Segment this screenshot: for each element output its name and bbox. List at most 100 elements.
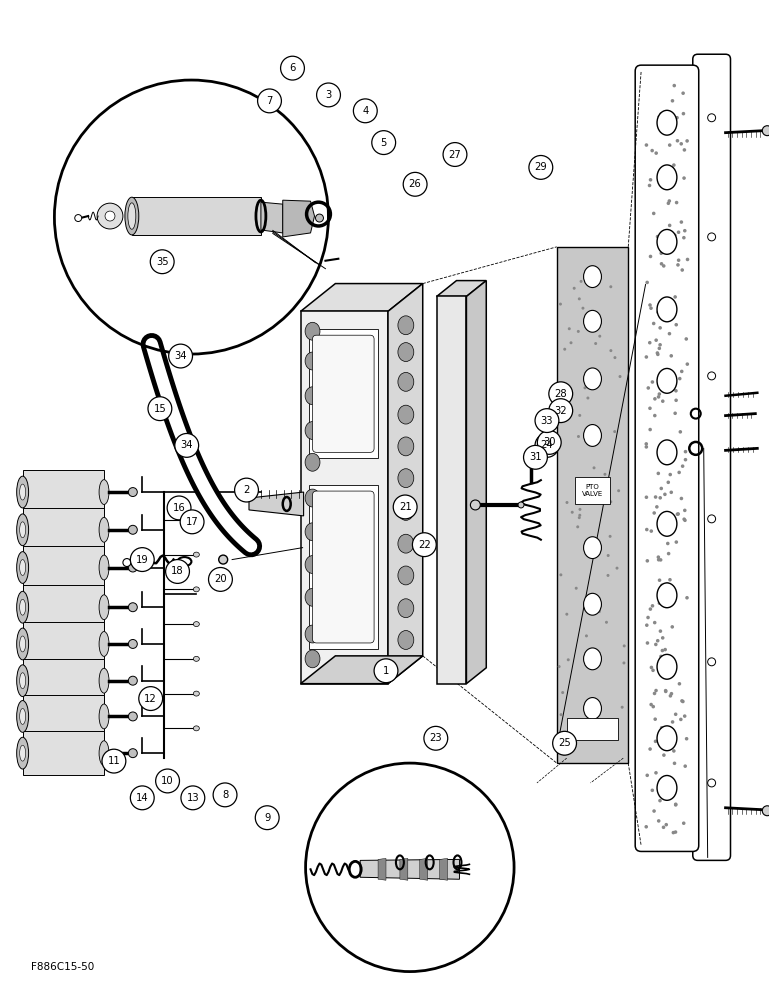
Circle shape (654, 771, 658, 775)
Polygon shape (466, 281, 486, 684)
Circle shape (655, 151, 658, 155)
Circle shape (553, 731, 577, 755)
Circle shape (166, 560, 189, 583)
Polygon shape (400, 858, 408, 880)
Ellipse shape (17, 701, 29, 732)
Circle shape (665, 130, 669, 134)
Ellipse shape (398, 534, 414, 553)
Circle shape (662, 753, 665, 757)
Circle shape (663, 783, 667, 786)
Circle shape (529, 155, 553, 179)
Ellipse shape (125, 197, 139, 235)
Text: 20: 20 (214, 574, 227, 584)
Ellipse shape (97, 203, 123, 229)
Ellipse shape (657, 368, 677, 393)
Circle shape (680, 370, 683, 373)
Ellipse shape (17, 628, 29, 660)
Circle shape (655, 505, 659, 509)
Circle shape (424, 726, 448, 750)
Circle shape (594, 342, 598, 345)
Circle shape (658, 601, 661, 605)
Circle shape (679, 430, 682, 434)
Ellipse shape (194, 517, 199, 522)
Circle shape (560, 713, 563, 716)
Circle shape (661, 649, 664, 652)
Circle shape (682, 176, 686, 180)
Circle shape (660, 726, 663, 730)
Text: 5: 5 (381, 138, 387, 148)
Circle shape (168, 496, 191, 520)
Circle shape (256, 806, 279, 830)
Circle shape (646, 616, 650, 619)
Circle shape (670, 166, 674, 170)
Circle shape (670, 588, 674, 592)
Circle shape (657, 395, 660, 399)
Circle shape (609, 285, 612, 288)
Ellipse shape (708, 515, 716, 523)
Circle shape (666, 201, 670, 205)
Circle shape (668, 332, 671, 335)
Polygon shape (420, 858, 428, 880)
Circle shape (213, 783, 237, 807)
Circle shape (683, 764, 687, 768)
Circle shape (656, 555, 660, 559)
Polygon shape (283, 200, 314, 237)
Circle shape (317, 83, 340, 107)
Circle shape (678, 377, 682, 380)
Circle shape (675, 201, 679, 204)
Ellipse shape (398, 599, 414, 618)
Circle shape (443, 143, 467, 166)
Circle shape (677, 471, 681, 474)
Ellipse shape (19, 673, 25, 689)
Ellipse shape (128, 525, 137, 534)
Circle shape (679, 220, 683, 224)
Circle shape (130, 786, 154, 810)
Text: 32: 32 (554, 406, 567, 416)
Text: 14: 14 (136, 793, 148, 803)
Circle shape (662, 593, 665, 597)
Circle shape (659, 487, 663, 490)
Circle shape (656, 472, 660, 475)
Circle shape (672, 831, 676, 834)
Circle shape (676, 139, 679, 143)
Polygon shape (300, 656, 423, 684)
Ellipse shape (99, 555, 109, 580)
Polygon shape (439, 858, 448, 880)
Ellipse shape (99, 632, 109, 656)
Circle shape (648, 747, 652, 751)
Ellipse shape (218, 555, 228, 564)
Circle shape (672, 242, 676, 245)
Circle shape (672, 762, 676, 765)
Circle shape (664, 689, 668, 692)
Text: 1: 1 (383, 666, 389, 676)
Ellipse shape (708, 233, 716, 241)
Circle shape (646, 386, 650, 390)
Circle shape (659, 326, 662, 330)
Circle shape (672, 732, 675, 736)
Ellipse shape (194, 691, 199, 696)
Circle shape (662, 442, 665, 446)
Circle shape (672, 521, 676, 525)
Circle shape (676, 512, 680, 516)
Circle shape (680, 699, 684, 703)
Polygon shape (388, 284, 423, 684)
Circle shape (666, 542, 669, 545)
Circle shape (578, 414, 581, 417)
FancyBboxPatch shape (692, 54, 730, 860)
Polygon shape (361, 859, 459, 879)
Ellipse shape (657, 165, 677, 190)
Polygon shape (437, 281, 486, 296)
Ellipse shape (19, 484, 25, 500)
Circle shape (662, 826, 665, 829)
Ellipse shape (128, 712, 137, 721)
Ellipse shape (123, 559, 130, 567)
Circle shape (581, 307, 584, 310)
Circle shape (660, 584, 664, 587)
Circle shape (658, 115, 661, 119)
Ellipse shape (17, 737, 29, 769)
Circle shape (662, 264, 665, 268)
Ellipse shape (128, 488, 137, 497)
Ellipse shape (657, 583, 677, 608)
Circle shape (652, 669, 655, 672)
Circle shape (645, 355, 648, 359)
